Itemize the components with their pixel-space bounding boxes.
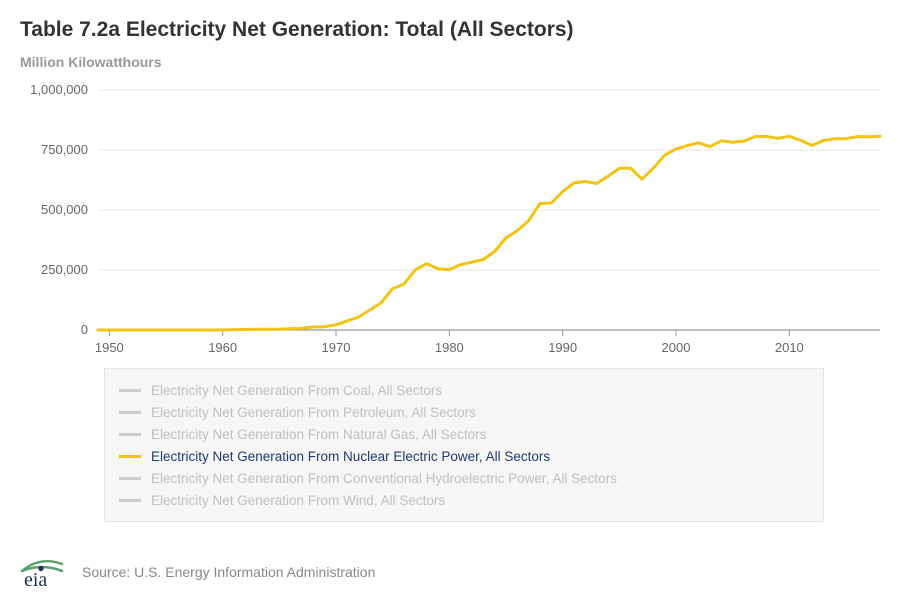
series-line-nuclear bbox=[98, 136, 880, 330]
legend-label: Electricity Net Generation From Conventi… bbox=[151, 471, 617, 486]
legend: Electricity Net Generation From Coal, Al… bbox=[104, 368, 824, 522]
legend-item[interactable]: Electricity Net Generation From Petroleu… bbox=[119, 401, 809, 423]
x-tick-label: 1960 bbox=[208, 340, 237, 355]
x-tick-label: 1950 bbox=[95, 340, 124, 355]
legend-item[interactable]: Electricity Net Generation From Conventi… bbox=[119, 467, 809, 489]
legend-item[interactable]: Electricity Net Generation From Coal, Al… bbox=[119, 379, 809, 401]
eia-logo-icon: eia bbox=[20, 554, 64, 590]
legend-label: Electricity Net Generation From Wind, Al… bbox=[151, 493, 445, 508]
y-tick-label: 500,000 bbox=[41, 202, 88, 217]
legend-swatch bbox=[119, 499, 141, 502]
source-row: eia Source: U.S. Energy Information Admi… bbox=[20, 554, 375, 590]
y-tick-label: 1,000,000 bbox=[30, 82, 88, 97]
x-tick-label: 2010 bbox=[775, 340, 804, 355]
x-tick-label: 1970 bbox=[322, 340, 351, 355]
legend-swatch bbox=[119, 389, 141, 392]
legend-label: Electricity Net Generation From Nuclear … bbox=[151, 449, 550, 464]
x-tick-label: 2000 bbox=[662, 340, 691, 355]
legend-label: Electricity Net Generation From Petroleu… bbox=[151, 405, 476, 420]
legend-label: Electricity Net Generation From Natural … bbox=[151, 427, 486, 442]
legend-swatch bbox=[119, 455, 141, 458]
plot-area: 0 250,000 500,000 750,000 1,000,000 1950 1960 1… bbox=[20, 78, 892, 358]
svg-text:eia: eia bbox=[24, 569, 47, 590]
legend-label: Electricity Net Generation From Coal, Al… bbox=[151, 383, 442, 398]
y-tick-label: 0 bbox=[81, 322, 88, 337]
legend-swatch bbox=[119, 477, 141, 480]
y-tick-label: 750,000 bbox=[41, 142, 88, 157]
legend-swatch bbox=[119, 411, 141, 414]
chart-subtitle: Million Kilowatthours bbox=[20, 54, 162, 70]
legend-item[interactable]: Electricity Net Generation From Wind, Al… bbox=[119, 489, 809, 511]
source-text: Source: U.S. Energy Information Administ… bbox=[82, 564, 375, 580]
x-tick-label: 1980 bbox=[435, 340, 464, 355]
legend-swatch bbox=[119, 433, 141, 436]
legend-item[interactable]: Electricity Net Generation From Nuclear … bbox=[119, 445, 809, 467]
chart-container: Table 7.2a Electricity Net Generation: T… bbox=[0, 0, 912, 608]
x-tick-label: 1990 bbox=[548, 340, 577, 355]
legend-item[interactable]: Electricity Net Generation From Natural … bbox=[119, 423, 809, 445]
y-tick-label: 250,000 bbox=[41, 262, 88, 277]
chart-title: Table 7.2a Electricity Net Generation: T… bbox=[20, 18, 574, 42]
